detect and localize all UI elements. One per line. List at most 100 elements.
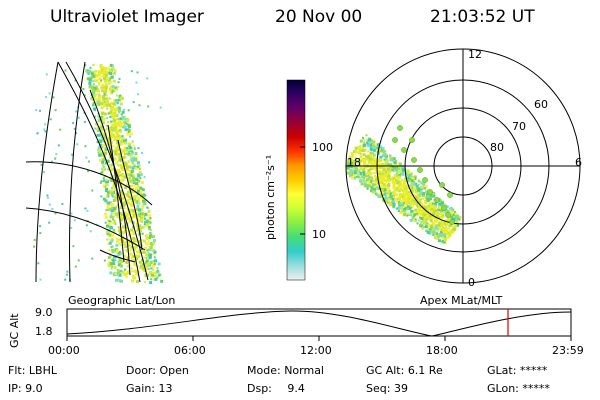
polar-pixel — [415, 196, 419, 200]
polar-pixel — [410, 179, 414, 183]
polar-pixel — [438, 213, 441, 216]
geo-pixel — [111, 106, 115, 109]
polar-pixel — [442, 226, 445, 229]
geo-pixel — [110, 213, 113, 216]
polar-pixel — [367, 154, 370, 157]
polar-pixel — [403, 210, 406, 212]
geo-pixel — [118, 279, 122, 283]
colorbar — [286, 79, 306, 281]
polar-pixel — [398, 168, 401, 171]
polar-pixel — [357, 146, 361, 150]
polar-pixel — [382, 150, 385, 153]
geo-pixel — [111, 207, 115, 210]
polar-pixel — [382, 193, 385, 196]
geo-outlier-pixel — [51, 207, 54, 210]
geo-outlier-pixel — [120, 113, 123, 116]
geo-pixel — [154, 276, 157, 279]
geo-pixel — [100, 116, 103, 119]
geo-pixel — [98, 149, 101, 153]
polar-pixel — [410, 190, 414, 194]
geo-pixel — [116, 254, 119, 257]
geo-pixel — [123, 207, 126, 210]
geo-pixel — [105, 124, 108, 127]
geo-pixel — [86, 69, 89, 72]
polar-pixel — [346, 171, 350, 175]
polar-pixel — [367, 155, 370, 158]
geo-pixel — [93, 86, 97, 90]
geo-pixel — [114, 108, 118, 112]
geo-outlier-pixel — [100, 79, 103, 82]
geo-pixel — [141, 214, 145, 218]
geo-pixel — [88, 78, 92, 82]
geo-pixel — [99, 126, 103, 130]
geo-pixel — [108, 241, 112, 245]
polar-pixel — [398, 193, 401, 196]
polar-dot — [427, 189, 433, 195]
polar-pixel — [411, 201, 415, 205]
geo-pixel — [147, 248, 151, 252]
geo-outlier-pixel — [118, 77, 121, 80]
polar-pixel — [354, 149, 357, 152]
polar-pixel — [408, 185, 412, 189]
geo-pixel — [111, 248, 115, 252]
polar-pixel — [366, 177, 368, 180]
geo-pixel — [114, 152, 118, 156]
polar-pixel — [387, 167, 390, 171]
geo-pixel — [132, 167, 134, 170]
polar-pixel — [431, 210, 433, 213]
polar-pixel — [386, 186, 389, 189]
polar-pixel — [412, 185, 415, 188]
geo-pixel — [112, 114, 115, 118]
polar-pixel — [389, 156, 392, 159]
polar-pixel — [398, 190, 401, 193]
geo-pixel — [115, 161, 119, 165]
geo-pixel — [132, 178, 136, 182]
geo-pixel — [154, 277, 158, 281]
geo-outlier-pixel — [43, 128, 46, 131]
geo-pixel — [104, 83, 108, 87]
geo-pixel — [98, 153, 102, 157]
geo-outlier-pixel — [39, 109, 41, 112]
polar-pixel — [364, 167, 367, 170]
geo-pixel — [109, 130, 113, 134]
altitude-plot — [66, 308, 572, 341]
polar-pixel — [393, 161, 397, 165]
polar-pixel — [383, 153, 387, 157]
colorbar-tick-label-100: 100 — [312, 141, 333, 154]
polar-pixel — [380, 185, 384, 188]
geo-pixel — [136, 226, 139, 229]
geo-pixel — [105, 78, 108, 82]
geo-pixel — [110, 108, 113, 112]
polar-pixel — [370, 187, 373, 190]
geo-pixel — [118, 232, 122, 236]
geo-pixel — [111, 233, 115, 237]
geo-pixel — [106, 179, 108, 182]
geo-outlier-pixel — [36, 132, 39, 135]
geo-pixel — [109, 63, 113, 67]
geo-pixel — [139, 192, 143, 196]
geo-pixel — [127, 128, 130, 131]
geo-pixel — [130, 154, 133, 157]
polar-pixel — [376, 143, 380, 147]
polar-pixel — [408, 195, 411, 198]
polar-pixel — [430, 230, 433, 233]
geo-pixel — [106, 77, 110, 81]
geo-pixel — [105, 132, 108, 135]
geo-pixel — [91, 89, 95, 93]
geo-pixel — [133, 213, 137, 217]
geo-pixel — [101, 133, 105, 137]
geo-pixel — [126, 166, 128, 169]
geo-pixel — [106, 231, 110, 235]
geo-pixel — [105, 195, 108, 198]
geo-pixel — [114, 147, 117, 150]
altitude-curve — [66, 310, 572, 337]
geo-pixel — [148, 214, 152, 218]
polar-pixel — [358, 176, 360, 179]
geo-pixel — [104, 212, 108, 216]
polar-pixel — [404, 188, 408, 192]
polar-pixel — [354, 151, 357, 154]
polar-pixel — [390, 178, 393, 181]
polar-pixel — [373, 144, 376, 147]
polar-pixel — [389, 195, 392, 198]
polar-pixel — [401, 172, 405, 176]
